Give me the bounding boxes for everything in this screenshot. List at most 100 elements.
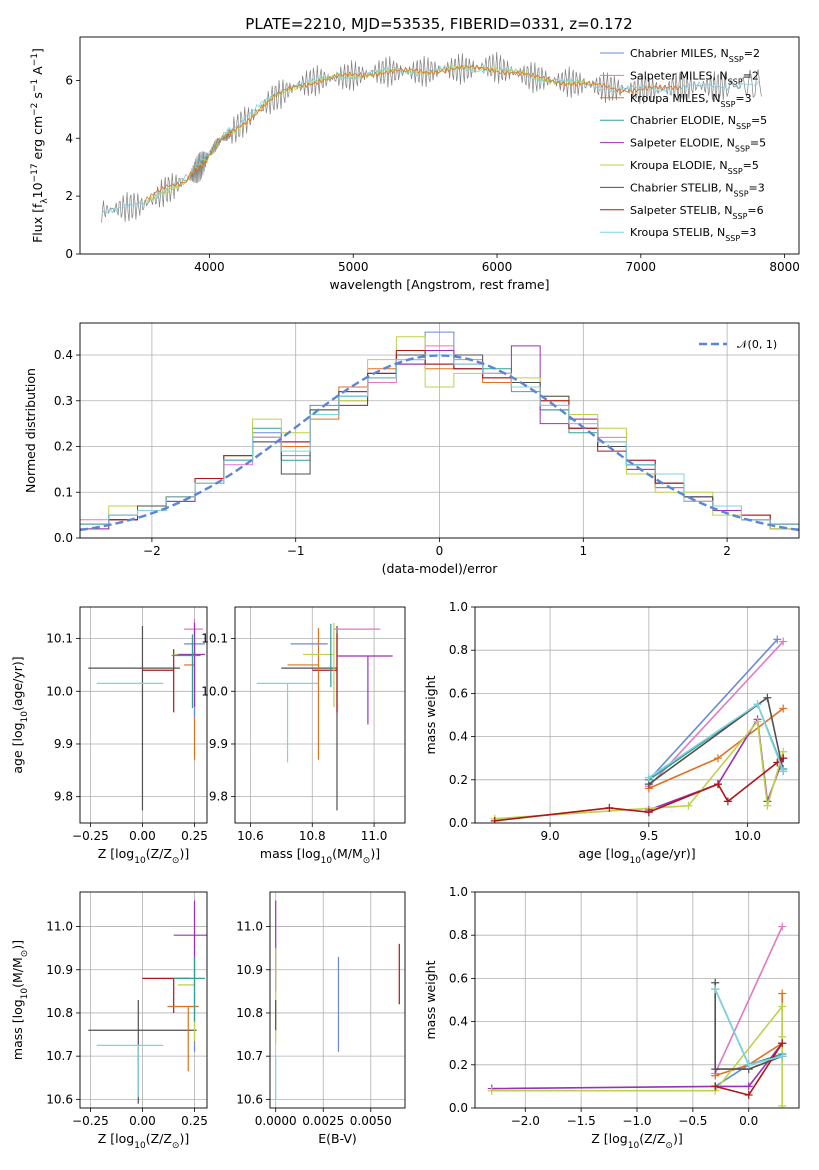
weight-marker [779, 767, 788, 776]
plot-area [101, 51, 762, 223]
weight-marker [753, 700, 762, 709]
error-bar-point [177, 950, 196, 1042]
x-tick-label: −0.25 [72, 829, 109, 843]
weight-marker [779, 704, 788, 713]
y-tick-label: 10.7 [46, 1049, 73, 1063]
error-bar-point [173, 643, 205, 708]
label-part: )] [10, 940, 25, 950]
weight-line [494, 757, 784, 822]
x-tick-label: 0.0000 [255, 1114, 297, 1128]
y-axis-label: age [log10(age/yr)] [10, 656, 30, 773]
weight-line [648, 638, 778, 781]
label-part: 10 [20, 988, 30, 1000]
label-part: (age/yr)] [10, 656, 25, 711]
label-part: −17 [30, 163, 40, 182]
weight-marker [778, 989, 787, 998]
y-tick-label: 10.8 [46, 1006, 73, 1020]
legend-sub: SSP [728, 77, 743, 86]
x-axis-label: (data-model)/error [382, 561, 499, 576]
legend-sub: SSP [732, 211, 747, 220]
weight-marker [773, 635, 782, 644]
legend-entry: Salpeter STELIB, NSSP=6 [630, 204, 764, 221]
label-part: 10 [134, 856, 146, 866]
y-tick-label: 10.1 [46, 632, 73, 646]
x-tick-label: 0.0025 [302, 1114, 344, 1128]
y-tick-label: 10.9 [236, 963, 263, 977]
legend-suffix: =5 [743, 159, 759, 172]
weight-marker [778, 1101, 787, 1108]
histogram-step [80, 354, 799, 538]
error-bar-point [173, 900, 207, 988]
legend-sub: SSP [734, 189, 749, 198]
legend-suffix: =6 [747, 204, 763, 217]
weight-marker [778, 1039, 787, 1048]
x-tick-label: −0.25 [72, 1114, 109, 1128]
weight-marker [744, 1082, 753, 1091]
y-axis-label: Normed distribution [23, 368, 38, 493]
legend-name: Salpeter STELIB, N [630, 204, 732, 217]
label-part: (age/yr)] [641, 846, 696, 861]
y-tick-label: 0.6 [449, 971, 468, 985]
weight-marker [711, 985, 720, 994]
x-tick-label: 0.25 [181, 829, 208, 843]
y-tick-label: 11.0 [46, 920, 73, 934]
legend-name: Chabrier ELODIE, N [630, 114, 736, 127]
y-tick-label: 10.7 [236, 1049, 263, 1063]
y-tick-label: 0.2 [449, 1058, 468, 1072]
plot-area [475, 892, 799, 1108]
label-part: erg cm [30, 116, 45, 164]
y-axis-label: mass weight [423, 675, 438, 754]
gaussian-curve [80, 354, 799, 532]
x-tick-label: 5000 [338, 260, 369, 274]
x-axis-label: Z [log10(Z/Z⊙)] [98, 846, 189, 866]
error-bar-point [256, 682, 319, 763]
label-part: 10 [20, 711, 30, 723]
legend-suffix: =3 [749, 181, 765, 194]
plot-area [80, 892, 207, 1108]
y-tick-label: 0.4 [54, 348, 73, 362]
x-tick-label: 9.0 [541, 829, 560, 843]
y-tick-label: 0.0 [449, 1101, 468, 1115]
y-tick-label: 9.8 [209, 790, 228, 804]
label-part: mass [log [10, 999, 25, 1060]
legend-entry: Salpeter ELODIE, NSSP=5 [630, 137, 766, 154]
y-tick-label: 1.0 [449, 600, 468, 614]
legend-suffix: =3 [735, 92, 751, 105]
x-tick-label: 2 [723, 544, 731, 558]
error-bar-point [312, 633, 338, 713]
legend-entry: Chabrier STELIB, NSSP=3 [630, 181, 765, 198]
legend-entry: Kroupa MILES, NSSP=3 [630, 92, 752, 109]
x-tick-label: 0 [436, 544, 444, 558]
label-part: ⊙ [20, 950, 30, 958]
label-part: 10 [321, 856, 333, 866]
chart-weight_vs_age: 9.0 9.5 10.0 0.0 0.2 0.4 0.6 0.8 1.0 age [log10(a… [423, 600, 800, 866]
x-tick-label: 10.8 [299, 829, 326, 843]
weight-marker [763, 693, 772, 702]
x-axis-label: mass [log10(M/M⊙)] [260, 846, 380, 866]
error-bar-point [142, 649, 175, 713]
y-tick-label: 10.0 [201, 684, 228, 698]
x-axis-label: Z [log10(Z/Z⊙)] [98, 1131, 189, 1151]
chart-weight_vs_Z: −2.0 −1.5 −1.0 −0.5 0.0 0.0 0.2 0.4 0.6 0.8 1.0 Z [… [423, 885, 800, 1151]
x-tick-label: 7000 [626, 260, 657, 274]
x-tick-label: 0.25 [181, 1114, 208, 1128]
y-tick-label: 0.0 [54, 531, 73, 545]
chart-age_vs_mass: 10.6 10.8 11.0 9.8 9.9 10.0 10.1 mass [log10(M/… [201, 606, 406, 866]
plot-area [270, 892, 405, 1108]
label-part: Z [log [591, 1131, 627, 1146]
y-tick-label: 9.9 [54, 737, 73, 751]
legend-sub: SSP [720, 99, 735, 108]
plot-area [475, 607, 799, 823]
chart-spectrum: 4000 5000 6000 7000 8000 0 2 4 6 wavelength [Angs… [30, 36, 800, 292]
error-bar-point [184, 618, 203, 709]
label-part: A [30, 66, 45, 79]
y-tick-label: 0.0 [449, 816, 468, 830]
y-tick-label: 9.8 [54, 790, 73, 804]
x-tick-label: 1 [579, 544, 587, 558]
x-tick-label: 6000 [482, 260, 513, 274]
weight-line [494, 719, 784, 820]
error-bar-point [173, 956, 205, 1022]
legend-suffix: =3 [740, 226, 756, 239]
